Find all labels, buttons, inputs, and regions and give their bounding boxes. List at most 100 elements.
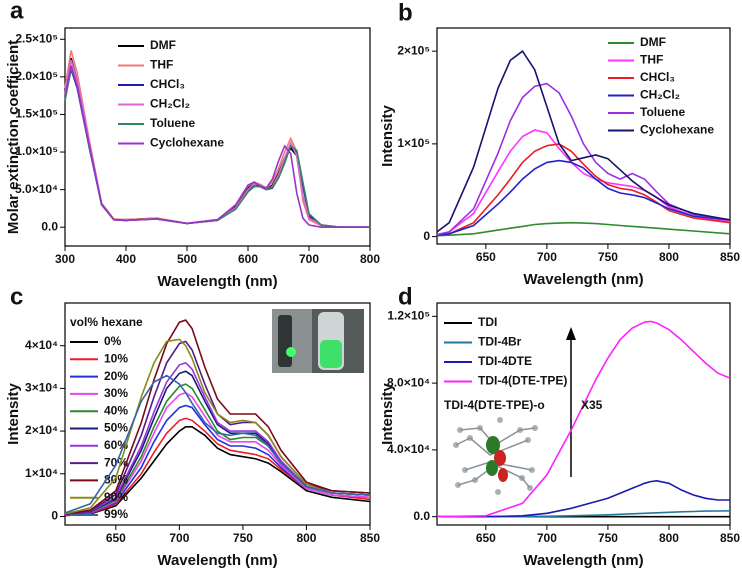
x-tick-label: 300 xyxy=(55,252,75,266)
x-tick-label: 800 xyxy=(296,531,316,545)
legend-label: THF xyxy=(640,53,663,67)
spectrum-line xyxy=(436,82,731,236)
x-tick-label: 750 xyxy=(598,250,618,264)
y-tick-label: 0.0 xyxy=(413,509,430,523)
y-tick-label: 0.0 xyxy=(41,219,58,233)
x-tick-label: 750 xyxy=(598,531,618,545)
y-tick-label: 4×10⁴ xyxy=(25,338,58,352)
legend-label: DMF xyxy=(150,38,176,52)
spectrum-line xyxy=(436,143,731,236)
legend-label: TDI-4(DTE-TPE) xyxy=(478,374,567,388)
legend-label: 10% xyxy=(104,351,128,365)
x-tick-label: 700 xyxy=(299,252,319,266)
legend-label: Cyclohexane xyxy=(640,123,714,137)
annotation: X35 xyxy=(581,398,603,412)
x-tick-label: 800 xyxy=(360,252,380,266)
y-tick-label: 2×10⁴ xyxy=(25,423,58,437)
spectrum-line xyxy=(436,50,731,233)
x-tick-label: 700 xyxy=(169,531,189,545)
panel-label: a xyxy=(10,0,24,24)
panel-label: b xyxy=(398,0,413,26)
plot-frame xyxy=(436,27,731,245)
spectrum-line xyxy=(64,426,371,517)
legend-label: 30% xyxy=(104,386,128,400)
spectrum-line xyxy=(64,361,371,516)
legend-label: Toluene xyxy=(150,116,195,130)
spectrum-line xyxy=(64,374,371,514)
x-tick-label: 850 xyxy=(720,531,740,545)
y-tick-label: 2.5×10⁵ xyxy=(15,31,58,45)
x-axis-title: Wavelength (nm) xyxy=(157,552,277,569)
y-tick-label: 1.2×10⁵ xyxy=(387,309,430,323)
x-axis-title: Wavelength (nm) xyxy=(523,552,643,569)
spectrum-line xyxy=(64,319,371,516)
legend-label: 20% xyxy=(104,369,128,383)
molecule-image xyxy=(453,417,538,495)
legend-label: Toluene xyxy=(640,105,685,119)
legend-label: 80% xyxy=(104,473,128,487)
plot-frame xyxy=(64,27,371,247)
x-tick-label: 750 xyxy=(233,531,253,545)
legend-label: TDI xyxy=(478,315,497,329)
legend-label: CH₂Cl₂ xyxy=(640,88,680,102)
x-tick-label: 400 xyxy=(116,252,136,266)
y-tick-label: 1×10⁴ xyxy=(25,466,58,480)
legend-label: 0% xyxy=(104,334,122,348)
legend-label: CHCl₃ xyxy=(640,70,675,84)
x-tick-label: 850 xyxy=(360,531,380,545)
plot-frame xyxy=(436,302,731,526)
x-tick-label: 600 xyxy=(238,252,258,266)
y-tick-label: 1.5×10⁵ xyxy=(15,107,58,121)
spectrum-line xyxy=(436,159,731,236)
panel-label: c xyxy=(10,283,23,310)
y-tick-label: 2.0×10⁵ xyxy=(15,69,58,83)
inset-label: TDI-4(DTE-TPE)-o xyxy=(444,398,545,412)
x-tick-label: 650 xyxy=(476,531,496,545)
x-tick-label: 800 xyxy=(659,531,679,545)
y-axis-title: Intensity xyxy=(5,383,22,445)
legend-title: vol% hexane xyxy=(70,315,143,329)
x-axis-title: Wavelength (nm) xyxy=(523,271,643,288)
legend-label: CH₂Cl₂ xyxy=(150,97,190,111)
y-tick-label: 0 xyxy=(423,229,430,243)
spectrum-line xyxy=(436,221,731,237)
legend-label: 40% xyxy=(104,403,128,417)
spectrum-line xyxy=(64,417,371,517)
legend-label: TDI-4Br xyxy=(478,335,522,349)
x-tick-label: 700 xyxy=(537,250,557,264)
x-tick-label: 500 xyxy=(177,252,197,266)
spectrum-line xyxy=(436,320,731,518)
legend-label: 99% xyxy=(104,507,128,521)
enhancement-arrow xyxy=(566,327,576,477)
y-axis-title: Intensity xyxy=(379,105,396,167)
legend-label: 90% xyxy=(104,490,128,504)
x-tick-label: 800 xyxy=(659,250,679,264)
plot-frame xyxy=(64,302,371,526)
y-tick-label: 2×10⁵ xyxy=(397,43,430,57)
x-tick-label: 650 xyxy=(106,531,126,545)
x-tick-label: 650 xyxy=(476,250,496,264)
y-axis-title: Intensity xyxy=(379,383,396,445)
legend-label: TDI-4DTE xyxy=(478,354,532,368)
x-axis-title: Wavelength (nm) xyxy=(157,273,277,290)
panel-label: d xyxy=(398,283,413,310)
y-tick-label: 1.0×10⁵ xyxy=(15,144,58,158)
x-tick-label: 700 xyxy=(537,531,557,545)
y-tick-label: 5.0×10⁴ xyxy=(15,182,58,196)
y-tick-label: 8.0×10⁴ xyxy=(387,375,430,389)
x-tick-label: 850 xyxy=(720,250,740,264)
legend-label: Cyclohexane xyxy=(150,136,224,150)
y-tick-label: 0 xyxy=(51,509,58,523)
spectrum-line xyxy=(437,479,730,518)
vial-photo xyxy=(272,309,364,373)
legend-label: 50% xyxy=(104,421,128,435)
y-axis-title: Molar extinction coefficient xyxy=(5,40,22,234)
spectrum-line xyxy=(437,510,731,518)
y-tick-label: 3×10⁴ xyxy=(25,381,58,395)
y-tick-label: 1×10⁵ xyxy=(397,136,430,150)
spectrum-line xyxy=(64,391,371,516)
spectrum-line xyxy=(64,338,371,515)
y-tick-label: 4.0×10⁴ xyxy=(387,442,430,456)
legend-label: DMF xyxy=(640,35,666,49)
